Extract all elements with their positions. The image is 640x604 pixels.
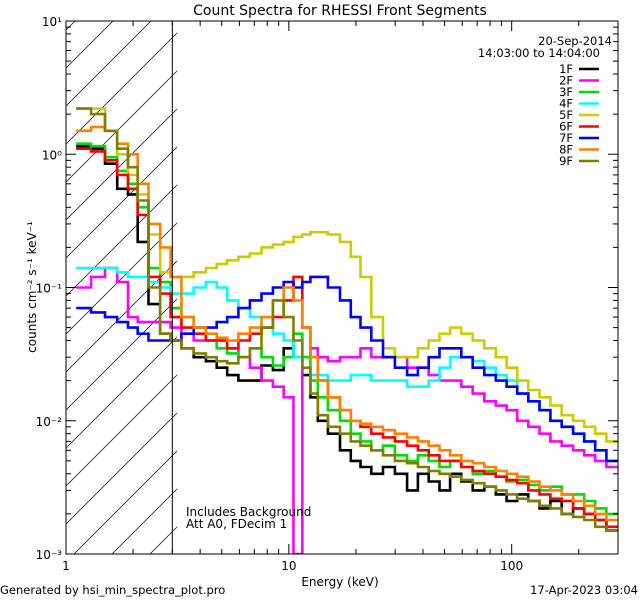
legend-label-9F: 9F xyxy=(559,154,573,168)
hatch-line xyxy=(302,0,640,554)
hatch-line xyxy=(66,374,177,487)
footer-generator: Generated by hsi_min_spectra_plot.pro xyxy=(0,583,225,597)
hatch-line xyxy=(66,412,177,525)
hatch-line xyxy=(378,0,640,554)
hatch-line xyxy=(0,0,26,554)
legend-label-1F: 1F xyxy=(559,62,573,76)
series-line-7F xyxy=(76,275,618,463)
hatch-line xyxy=(568,0,640,554)
series-layer xyxy=(76,107,618,554)
y-axis-label: counts cm⁻² s⁻¹ keV⁻¹ xyxy=(25,221,39,353)
annotation-attenuator: Att A0, FDecim 1 xyxy=(186,517,287,531)
legend-label-6F: 6F xyxy=(559,120,573,134)
y-tick-label: 10⁻³ xyxy=(36,548,63,562)
hatch-line xyxy=(606,0,640,554)
hatch-line xyxy=(66,32,177,145)
legend-label-7F: 7F xyxy=(559,131,573,145)
hatched-region xyxy=(0,0,640,554)
hatch-line xyxy=(66,336,177,449)
hatch-line xyxy=(66,184,177,297)
series-line-1F xyxy=(76,144,618,532)
hatch-line xyxy=(66,70,177,183)
annotation-background: Includes Background xyxy=(186,505,311,519)
legend-label-3F: 3F xyxy=(559,85,573,99)
axes: 1 10 100 10¹ 10⁰ 10⁻¹ 10⁻² 10⁻³ xyxy=(36,15,618,573)
hatch-line xyxy=(66,260,177,373)
hatch-line xyxy=(66,21,152,107)
x-tick-label: 1 xyxy=(62,559,70,573)
legend-label-2F: 2F xyxy=(559,74,573,88)
hatch-line xyxy=(66,222,177,335)
y-tick-label: 10¹ xyxy=(42,15,62,29)
time-range-label: 14:03:00 to 14:04:00 xyxy=(478,46,600,60)
series-line-5F xyxy=(76,107,618,443)
hatch-line xyxy=(416,0,640,554)
series-line-6F xyxy=(76,147,618,529)
hatch-line xyxy=(530,0,640,554)
series-line-4F xyxy=(76,266,618,463)
series-line-8F xyxy=(76,125,618,522)
series-line-3F xyxy=(76,142,618,516)
legend-label-8F: 8F xyxy=(559,143,573,157)
y-tick-label: 10⁰ xyxy=(42,148,62,162)
y-tick-label: 10⁻² xyxy=(36,415,63,429)
footer-timestamp: 17-Apr-2023 03:04 xyxy=(530,583,638,597)
hatch-line xyxy=(66,298,177,411)
x-tick-label: 100 xyxy=(500,559,523,573)
x-axis-label: Energy (keV) xyxy=(301,575,378,589)
chart-title: Count Spectra for RHESSI Front Segments xyxy=(193,3,487,19)
x-tick-label: 10 xyxy=(281,559,296,573)
hatch-line xyxy=(66,21,76,31)
legend-label-5F: 5F xyxy=(559,108,573,122)
legend-label-4F: 4F xyxy=(559,97,573,111)
hatch-line xyxy=(73,450,177,554)
series-line-9F xyxy=(76,107,618,532)
y-tick-label: 10⁻¹ xyxy=(36,282,63,296)
series-line-2F xyxy=(76,266,618,554)
date-label: 20-Sep-2014 xyxy=(538,34,612,48)
